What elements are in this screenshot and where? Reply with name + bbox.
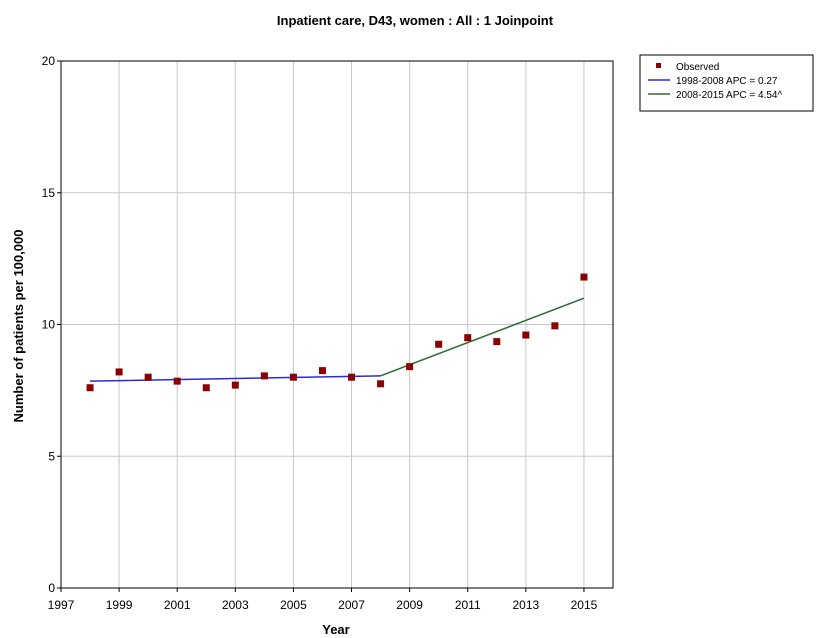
y-tick-label: 0 (48, 581, 55, 595)
x-tick-label: 2001 (164, 598, 191, 612)
trend-lines (90, 297, 585, 382)
observed-point (289, 373, 297, 381)
observed-point (144, 373, 152, 381)
legend-label: 2008-2015 APC = 4.54^ (676, 90, 782, 101)
x-axis-label: Year (322, 622, 349, 637)
x-tick-label: 2013 (512, 598, 539, 612)
observed-point (202, 384, 210, 392)
x-tick-label: 1997 (48, 598, 75, 612)
x-tick-label: 2003 (222, 598, 249, 612)
observed-point (377, 380, 385, 388)
x-tick-label: 1999 (106, 598, 133, 612)
trend-line-segment-2 (380, 297, 585, 377)
chart-title: Inpatient care, D43, women : All : 1 Joi… (277, 13, 554, 28)
observed-point (580, 273, 588, 281)
observed-point (173, 377, 181, 385)
legend-marker-observed (656, 63, 661, 68)
y-axis: 0 5 10 15 20 (42, 54, 61, 595)
observed-point (231, 381, 239, 389)
observed-point (493, 338, 501, 346)
legend-box (639, 54, 814, 112)
observed-point (435, 340, 443, 348)
observed-point (406, 363, 414, 371)
x-tick-label: 2015 (571, 598, 598, 612)
x-axis: 1997 1999 2001 2003 2005 2007 2009 2011 2013 2015 (48, 588, 598, 612)
y-axis-label: Number of patients per 100,000 (11, 230, 26, 423)
grid (60, 60, 613, 589)
legend: Observed 1998-2008 APC = 0.27 2008-2015 AP… (639, 54, 814, 112)
trend-line-segment-1 (90, 375, 381, 382)
x-tick-label: 2011 (455, 598, 481, 612)
y-tick-label: 5 (48, 449, 55, 463)
observed-point (86, 384, 94, 392)
y-tick-label: 20 (42, 54, 56, 68)
x-tick-label: 2005 (280, 598, 307, 612)
legend-label: Observed (676, 62, 719, 73)
x-tick-label: 2007 (338, 598, 365, 612)
observed-point (115, 368, 123, 376)
y-tick-label: 10 (42, 318, 56, 332)
y-tick-label: 15 (42, 186, 56, 200)
observed-points (86, 273, 588, 392)
observed-point (464, 334, 472, 342)
legend-label: 1998-2008 APC = 0.27 (676, 76, 778, 87)
observed-point (551, 322, 559, 330)
observed-point (522, 331, 530, 339)
observed-point (348, 373, 356, 381)
observed-point (318, 367, 326, 375)
x-tick-label: 2009 (396, 598, 423, 612)
observed-point (260, 372, 268, 380)
